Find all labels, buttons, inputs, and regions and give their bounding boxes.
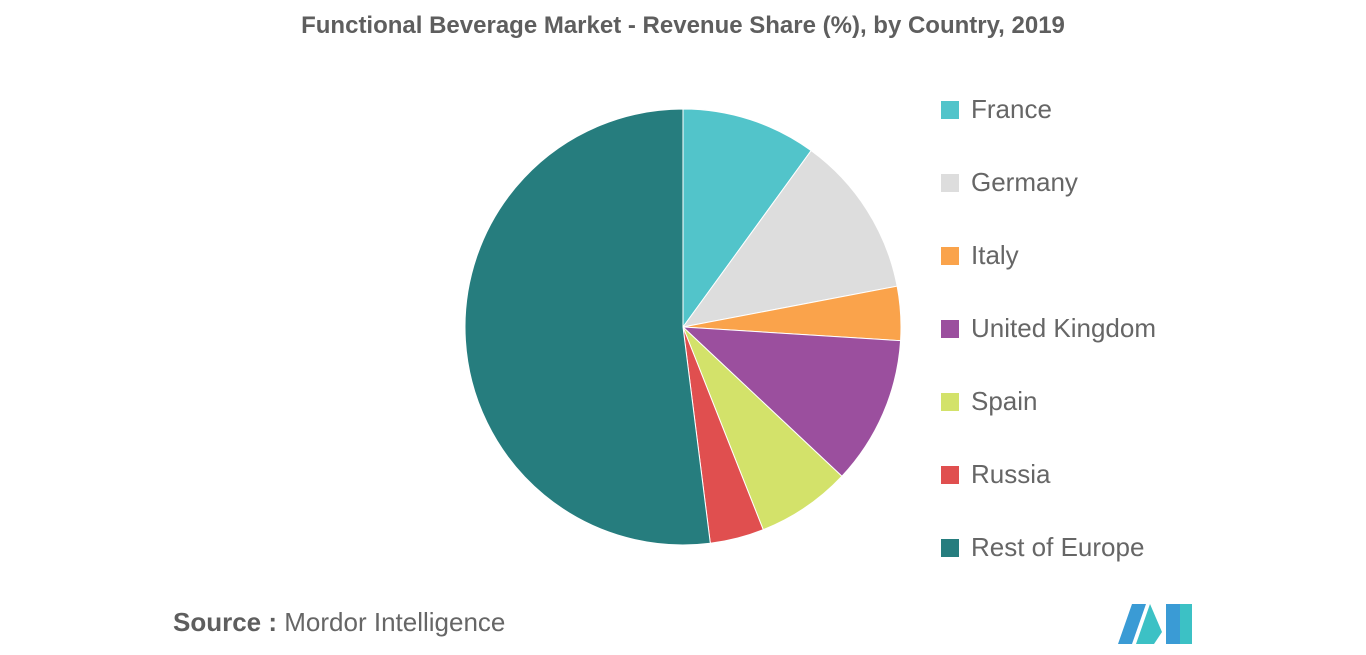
- legend-item: France: [941, 94, 1156, 167]
- pie-slice-france: [682, 108, 812, 329]
- pie-slice-united-kingdom: [681, 326, 902, 477]
- source-prefix: Source :: [173, 607, 278, 637]
- legend-label: Italy: [971, 240, 1019, 270]
- legend-swatch: [941, 393, 959, 411]
- legend-swatch: [941, 174, 959, 192]
- legend-swatch: [941, 539, 959, 557]
- mordor-intelligence-logo-icon: [1118, 604, 1192, 644]
- pie-slice-rest-of-europe: [464, 108, 711, 546]
- legend-label: Rest of Europe: [971, 532, 1145, 562]
- legend-swatch: [941, 101, 959, 119]
- legend-item: United Kingdom: [941, 313, 1156, 386]
- legend-item: Rest of Europe: [941, 532, 1156, 605]
- legend-item: Russia: [941, 459, 1156, 532]
- legend-label: Spain: [971, 386, 1038, 416]
- legend-item: Italy: [941, 240, 1156, 313]
- legend-swatch: [941, 247, 959, 265]
- legend-swatch: [941, 466, 959, 484]
- legend-item: Spain: [941, 386, 1156, 459]
- legend-item: Germany: [941, 167, 1156, 240]
- legend-label: France: [971, 94, 1052, 124]
- legend-label: United Kingdom: [971, 313, 1156, 343]
- source-text: Mordor Intelligence: [284, 607, 506, 637]
- chart-title: Functional Beverage Market - Revenue Sha…: [301, 12, 1065, 39]
- source-note: Source : Mordor Intelligence: [173, 606, 505, 638]
- legend-label: Germany: [971, 167, 1078, 197]
- legend-swatch: [941, 320, 959, 338]
- chart-legend: France Germany Italy United Kingdom Spain Rus…: [941, 94, 1156, 605]
- pie-slice-germany: [681, 149, 898, 328]
- legend-label: Russia: [971, 459, 1051, 489]
